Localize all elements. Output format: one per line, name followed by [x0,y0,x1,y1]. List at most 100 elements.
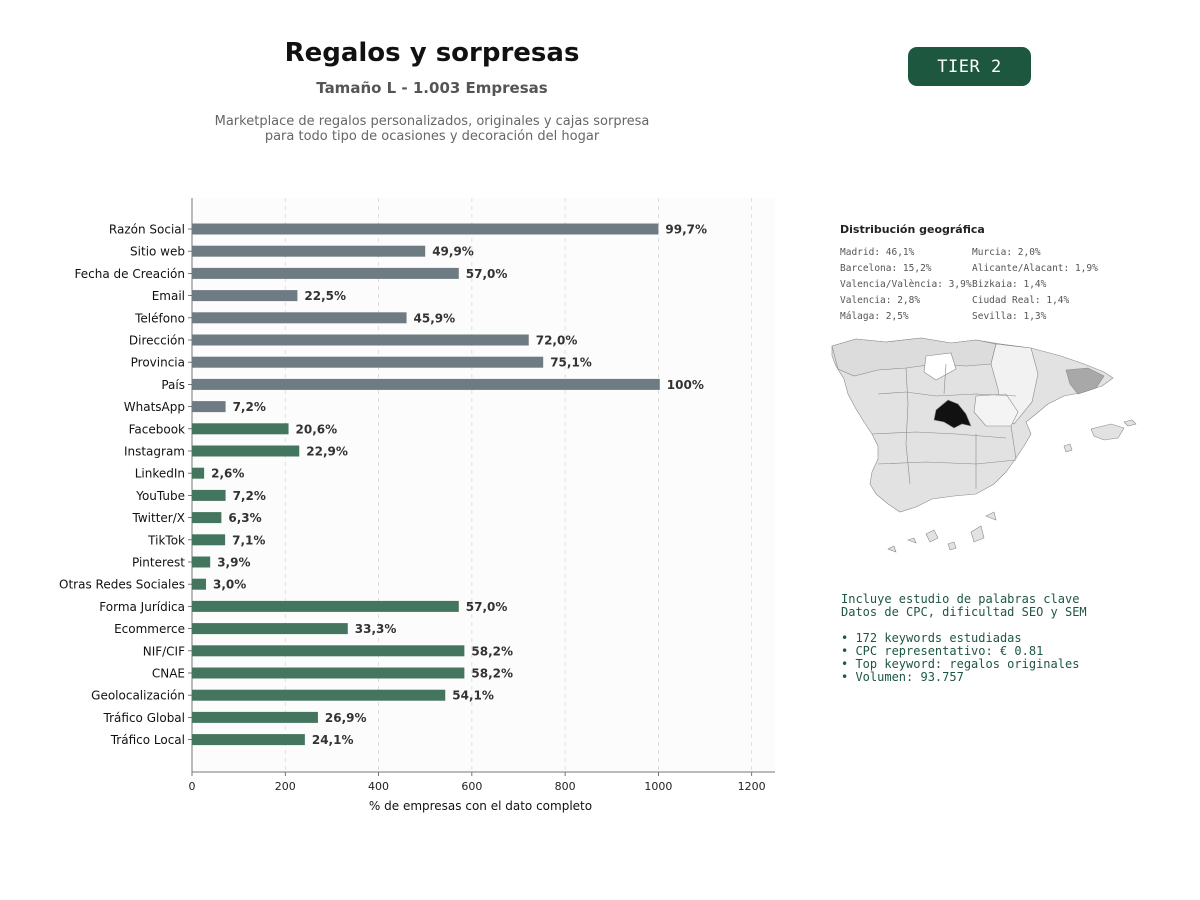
bar [192,445,300,457]
geo-item: Madrid: 46,1% [840,247,915,258]
data-label: 2,6% [211,467,244,481]
description-line-2: para todo tipo de ocasiones y decoración… [264,129,600,144]
page-subtitle: Tamaño L - 1.003 Empresas [316,79,548,97]
bar [192,267,459,279]
category-label: CNAE [152,667,185,681]
category-label: WhatsApp [124,400,185,414]
category-label: Otras Redes Sociales [59,578,185,592]
x-axis-label: % de empresas con el dato completo [369,799,592,813]
bar [192,334,529,346]
bar [192,667,465,679]
x-tick-label: 1200 [738,780,766,793]
category-label: Tráfico Local [110,733,185,747]
bar [192,734,305,746]
bar [192,556,211,568]
data-label: 24,1% [312,733,354,747]
bar [192,401,226,413]
plot-area [192,198,775,772]
data-label: 57,0% [466,600,508,614]
x-tick-label: 400 [368,780,389,793]
data-label: 26,9% [325,711,367,725]
description-line-1: Marketplace de regalos personalizados, o… [214,114,650,129]
page-title: Regalos y sorpresas [284,38,580,68]
map-grid-1 [871,363,1017,489]
bar [192,467,205,479]
bar [192,245,426,257]
keywords-bullet: • Top keyword: regalos originales [841,657,1080,671]
data-label: 100% [667,378,704,392]
data-label: 7,1% [232,533,265,547]
map-balearics [1063,419,1137,453]
x-tick-label: 800 [555,780,576,793]
keywords-bullet: • Volumen: 93.757 [841,670,964,684]
data-label: 7,2% [233,489,266,503]
x-tick-label: 1000 [644,780,672,793]
data-label: 58,2% [471,667,513,681]
geo-item: Ciudad Real: 1,4% [972,295,1070,306]
keywords-bullet: • CPC representativo: € 0.81 [841,644,1044,658]
category-label: Forma Jurídica [99,600,185,614]
map-la-rioja-area [923,352,957,381]
category-label: País [161,378,185,392]
data-label: 3,0% [213,578,246,592]
x-tick-label: 200 [275,780,296,793]
data-label: 72,0% [536,334,578,348]
category-label: Fecha de Creación [75,267,185,281]
category-label: YouTube [135,489,185,503]
category-label: LinkedIn [135,467,185,481]
bar [192,290,298,302]
bar [192,623,348,635]
category-label: Instagram [124,445,185,459]
map-canaries [887,511,997,553]
category-label: Tráfico Global [103,711,185,725]
data-label: 22,5% [304,289,346,303]
geo-item: Sevilla: 1,3% [972,311,1047,322]
category-label: Pinterest [132,556,185,570]
tier-badge: TIER 2 [908,47,1031,86]
data-label: 49,9% [432,245,474,259]
geo-item: Murcia: 2,0% [972,247,1041,258]
category-label: Email [152,289,185,303]
category-label: Teléfono [134,311,185,325]
data-label: 99,7% [665,223,707,237]
data-label: 33,3% [355,622,397,636]
geo-item: Valencia: 2,8% [840,295,921,306]
category-label: Geolocalización [91,689,185,703]
bar [192,378,660,390]
geo-item: Valencia/València: 3,9% [840,279,972,290]
data-label: 58,2% [471,644,513,658]
bar [192,689,446,701]
category-label: Facebook [129,422,185,436]
keywords-line-2: Datos de CPC, dificultad SEO y SEM [841,605,1087,619]
category-label: Razón Social [109,223,185,237]
x-tick-label: 600 [461,780,482,793]
bar [192,645,465,657]
keywords-bullet: • 172 keywords estudiadas [841,631,1022,645]
data-label: 6,3% [228,511,261,525]
category-label: NIF/CIF [143,644,185,658]
data-label: 7,2% [233,400,266,414]
data-label: 75,1% [550,356,592,370]
bar [192,711,318,723]
bar [192,489,226,501]
bar [192,512,222,524]
category-label: Sitio web [130,245,185,259]
geo-item: Málaga: 2,5% [840,311,909,322]
bar [192,223,659,235]
map-barcelona [1065,367,1105,395]
x-tick-label: 0 [189,780,196,793]
map-madrid [933,399,972,429]
category-label: Twitter/X [132,511,185,525]
bar-chart: 0 200 400 600 800 1000 1200 Razón Social 99,7% Si… [59,198,775,813]
bar [192,534,226,546]
bar [192,600,459,612]
bar [192,356,544,368]
geo-item: Bizkaia: 1,4% [972,279,1047,290]
data-label: 22,9% [306,445,348,459]
data-label: 54,1% [452,689,494,703]
category-label: Ecommerce [114,622,185,636]
data-label: 57,0% [466,267,508,281]
geo-item: Alicante/Alacant: 1,9% [972,263,1098,274]
geo-item: Barcelona: 15,2% [840,263,932,274]
data-label: 3,9% [217,556,250,570]
